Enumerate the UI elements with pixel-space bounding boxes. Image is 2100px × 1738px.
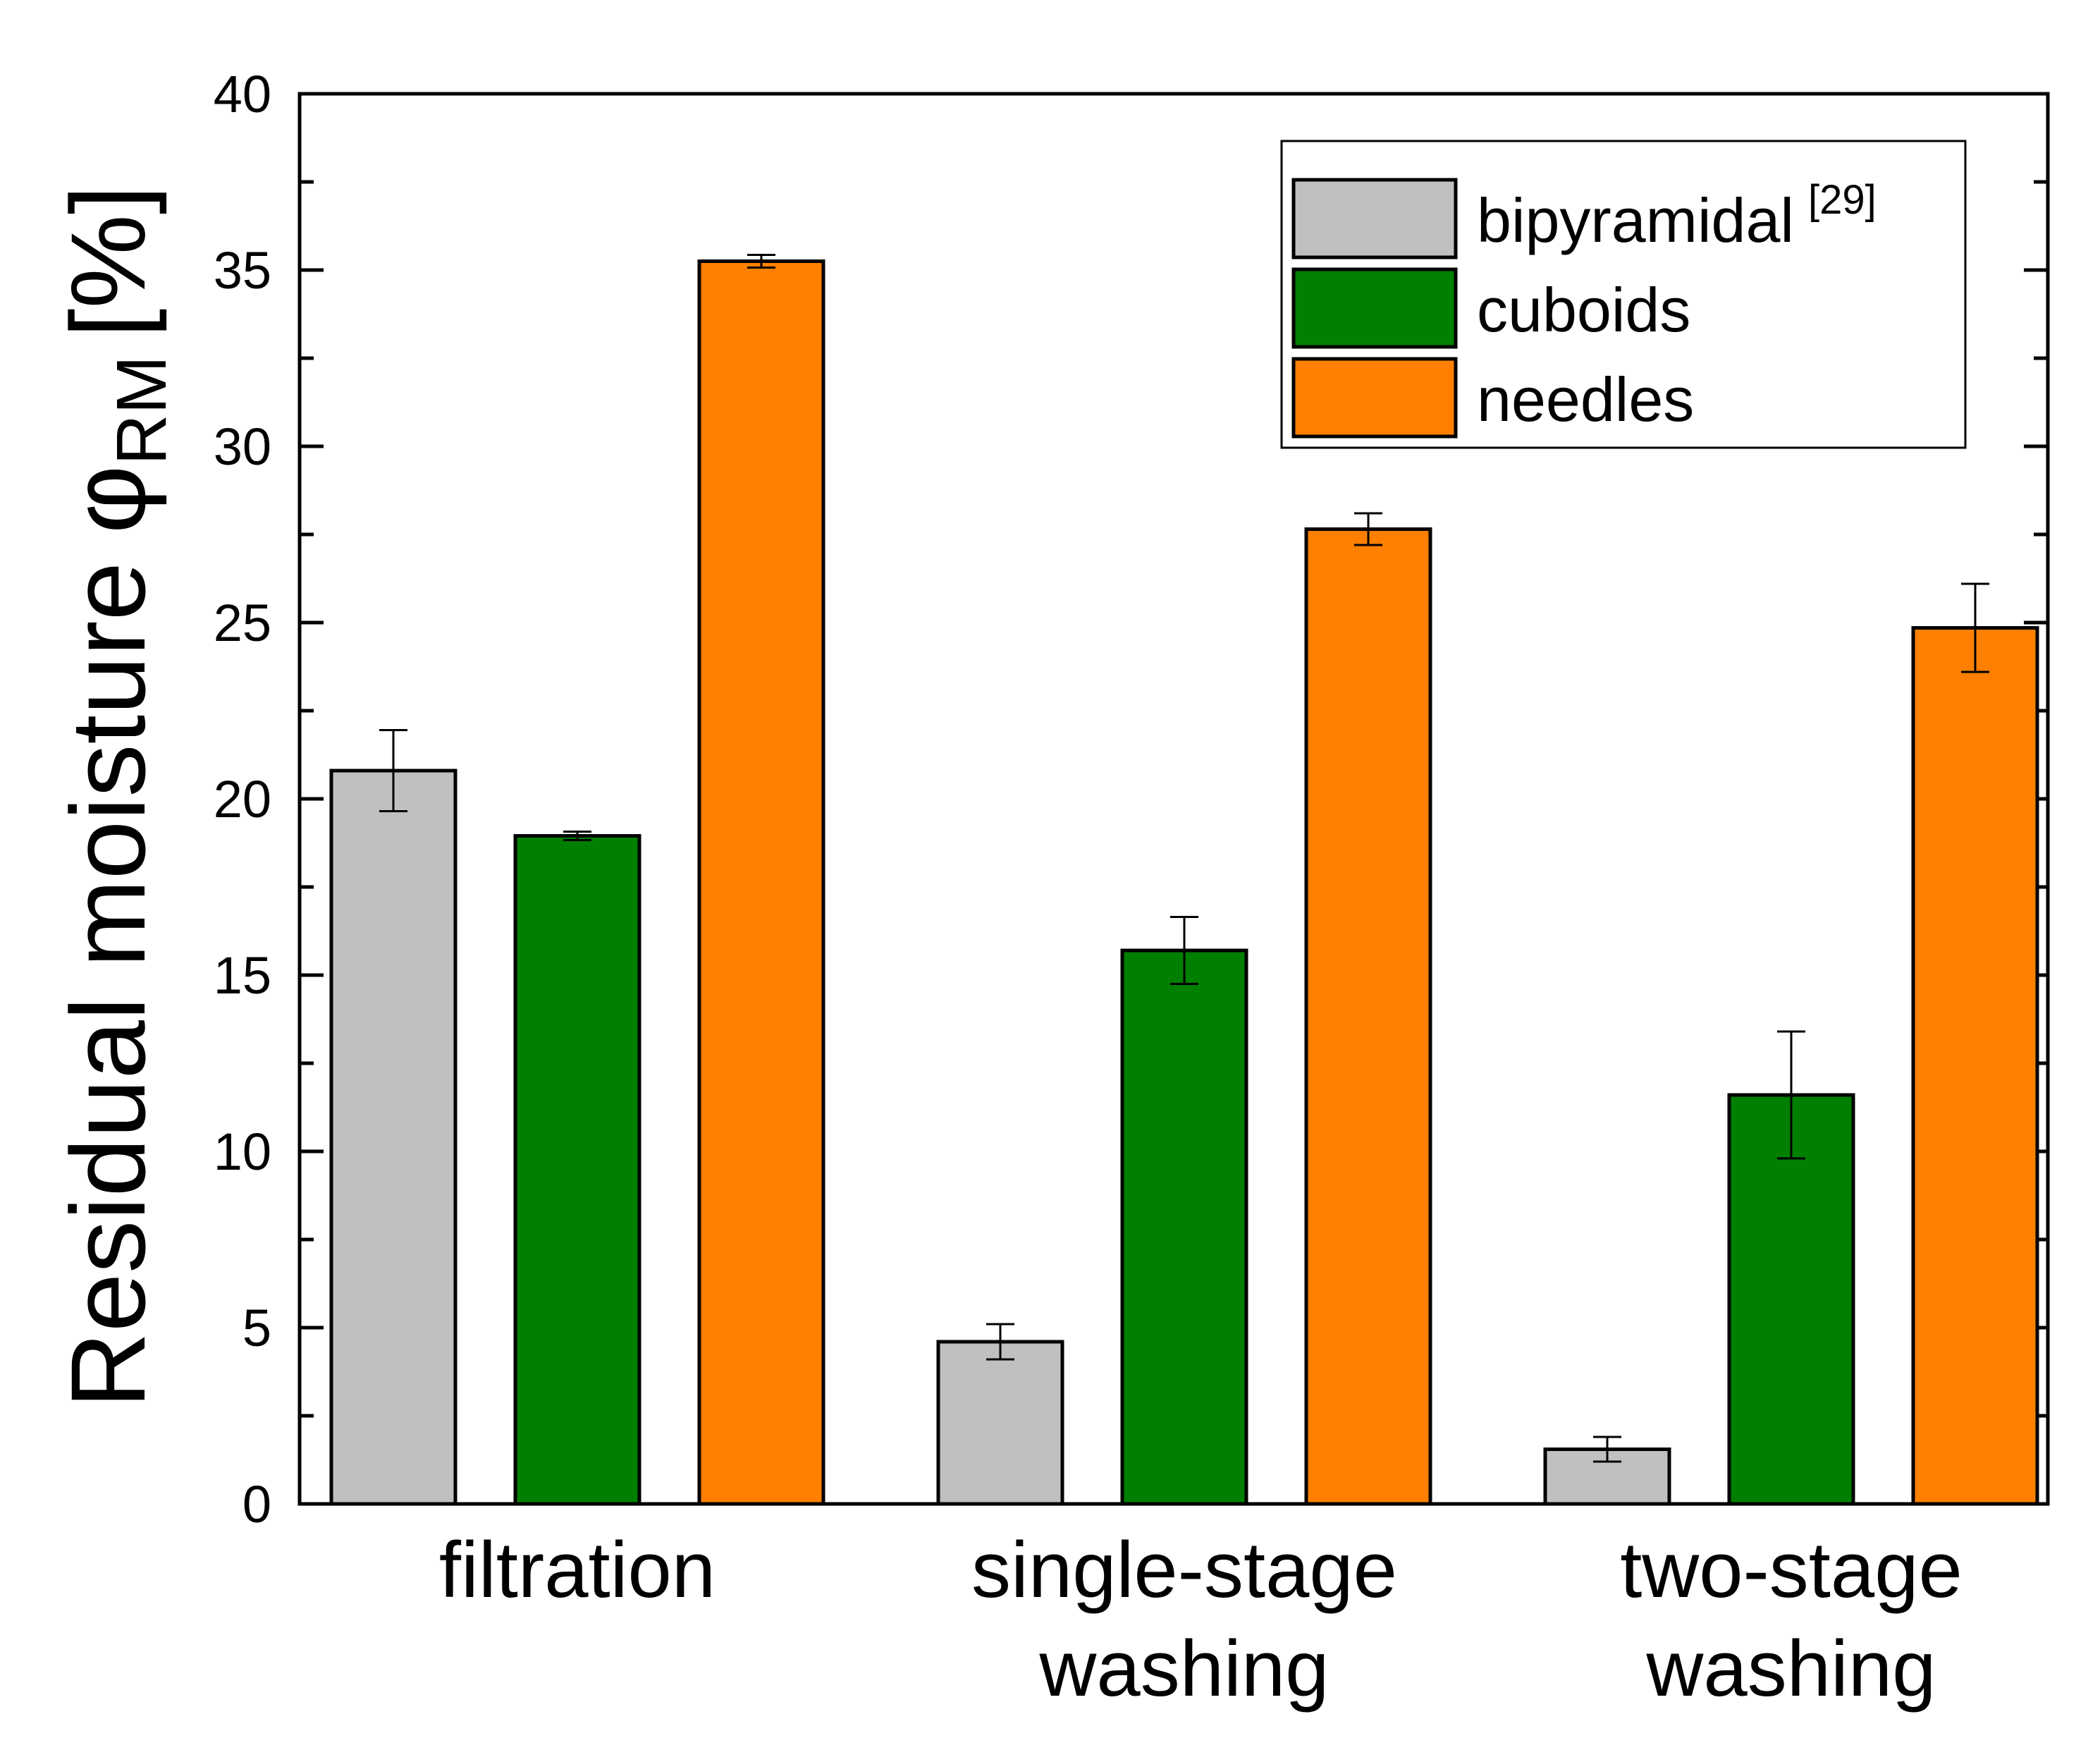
bar-needles-1 <box>697 259 825 1506</box>
y-axis-label-unit: [%] <box>49 185 167 338</box>
bar-needles-2 <box>1304 527 1432 1506</box>
y-axis-label-main: Residual moisture <box>49 562 167 1409</box>
error-bars-group <box>379 254 1989 1463</box>
x-category-label: two-stage <box>1620 1526 1963 1614</box>
legend-label-needles: needles <box>1477 365 1694 434</box>
bar-cuboids-3 <box>1727 1093 1855 1506</box>
plot-frame <box>297 92 2050 1506</box>
y-tick-label: 35 <box>214 241 271 300</box>
y-tick-label: 20 <box>214 770 271 828</box>
x-category-label: washing <box>1039 1624 1330 1713</box>
y-tick-label: 30 <box>214 417 271 476</box>
bars-group <box>329 259 2039 1506</box>
legend: bipyramidal [29] cuboids needles <box>1280 140 1967 449</box>
bar-needles-3 <box>1911 626 2039 1506</box>
y-tick-label: 25 <box>214 594 271 652</box>
y-tick-label: 10 <box>214 1122 271 1181</box>
x-category-label: filtration <box>439 1526 716 1614</box>
bar-cuboids-1 <box>513 834 641 1506</box>
legend-swatch-bipyramidal <box>1291 178 1458 259</box>
x-category-label: washing <box>1646 1624 1936 1713</box>
y-tick-label: 5 <box>242 1299 271 1357</box>
x-category-labels: filtration single-stage washing two-stage wa… <box>439 1526 1963 1713</box>
legend-swatch-cuboids <box>1291 267 1458 349</box>
bar-bipyramidal-1 <box>329 769 458 1506</box>
y-tick-label: 0 <box>242 1475 271 1534</box>
y-tick-label: 15 <box>214 946 271 1005</box>
y-axis-label-subscript: RM <box>102 355 181 465</box>
y-tick-label: 40 <box>214 65 271 123</box>
bar-bipyramidal-2 <box>936 1340 1064 1506</box>
y-axis-label: Residual moisture φRM [%] <box>49 185 181 1408</box>
legend-label-bipyramidal: bipyramidal [29] <box>1477 177 1877 255</box>
y-axis-label-symbol: φ <box>49 465 167 534</box>
bar-cuboids-2 <box>1120 948 1248 1506</box>
legend-swatch-needles <box>1291 357 1458 439</box>
legend-label-cuboids: cuboids <box>1477 275 1690 345</box>
axis-ticks: 0 5 10 15 20 25 30 35 40 <box>214 65 2048 1534</box>
x-category-label: single-stage <box>971 1526 1397 1614</box>
